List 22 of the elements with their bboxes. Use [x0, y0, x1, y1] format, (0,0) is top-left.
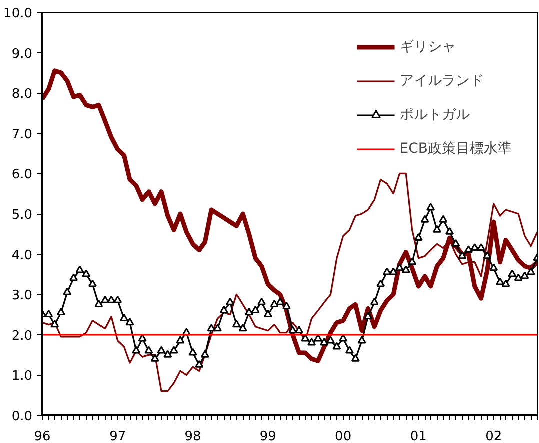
y-tick-label: 6.0: [12, 168, 33, 183]
y-tick-label: 10.0: [4, 6, 33, 22]
legend-label: ポルトガル: [400, 106, 470, 124]
legend-label: ECB政策目標水準: [400, 140, 512, 158]
x-tick-label: 01: [410, 430, 427, 443]
x-tick-label: 02: [486, 430, 502, 443]
x-tick-label: 99: [260, 430, 276, 443]
y-tick-label: 4.0: [12, 248, 33, 264]
x-tick-label: 96: [34, 430, 51, 443]
x-tick-label: 97: [110, 430, 126, 443]
y-tick-label: 3.0: [12, 288, 33, 304]
x-tick-label: 98: [184, 430, 202, 443]
y-tick-label: 5.0: [12, 208, 33, 223]
y-tick-label: 9.0: [12, 46, 33, 62]
y-tick-label: 8.0: [12, 87, 33, 102]
y-tick-label: 1.0: [12, 369, 33, 384]
x-tick-label: 00: [335, 430, 352, 443]
legend-label: ギリシャ: [400, 38, 456, 56]
y-tick-label: 2.0: [12, 328, 33, 344]
y-tick-label: 7.0: [12, 127, 33, 142]
legend-label: アイルランド: [400, 72, 484, 90]
y-tick-label: 0.0: [12, 410, 33, 424]
